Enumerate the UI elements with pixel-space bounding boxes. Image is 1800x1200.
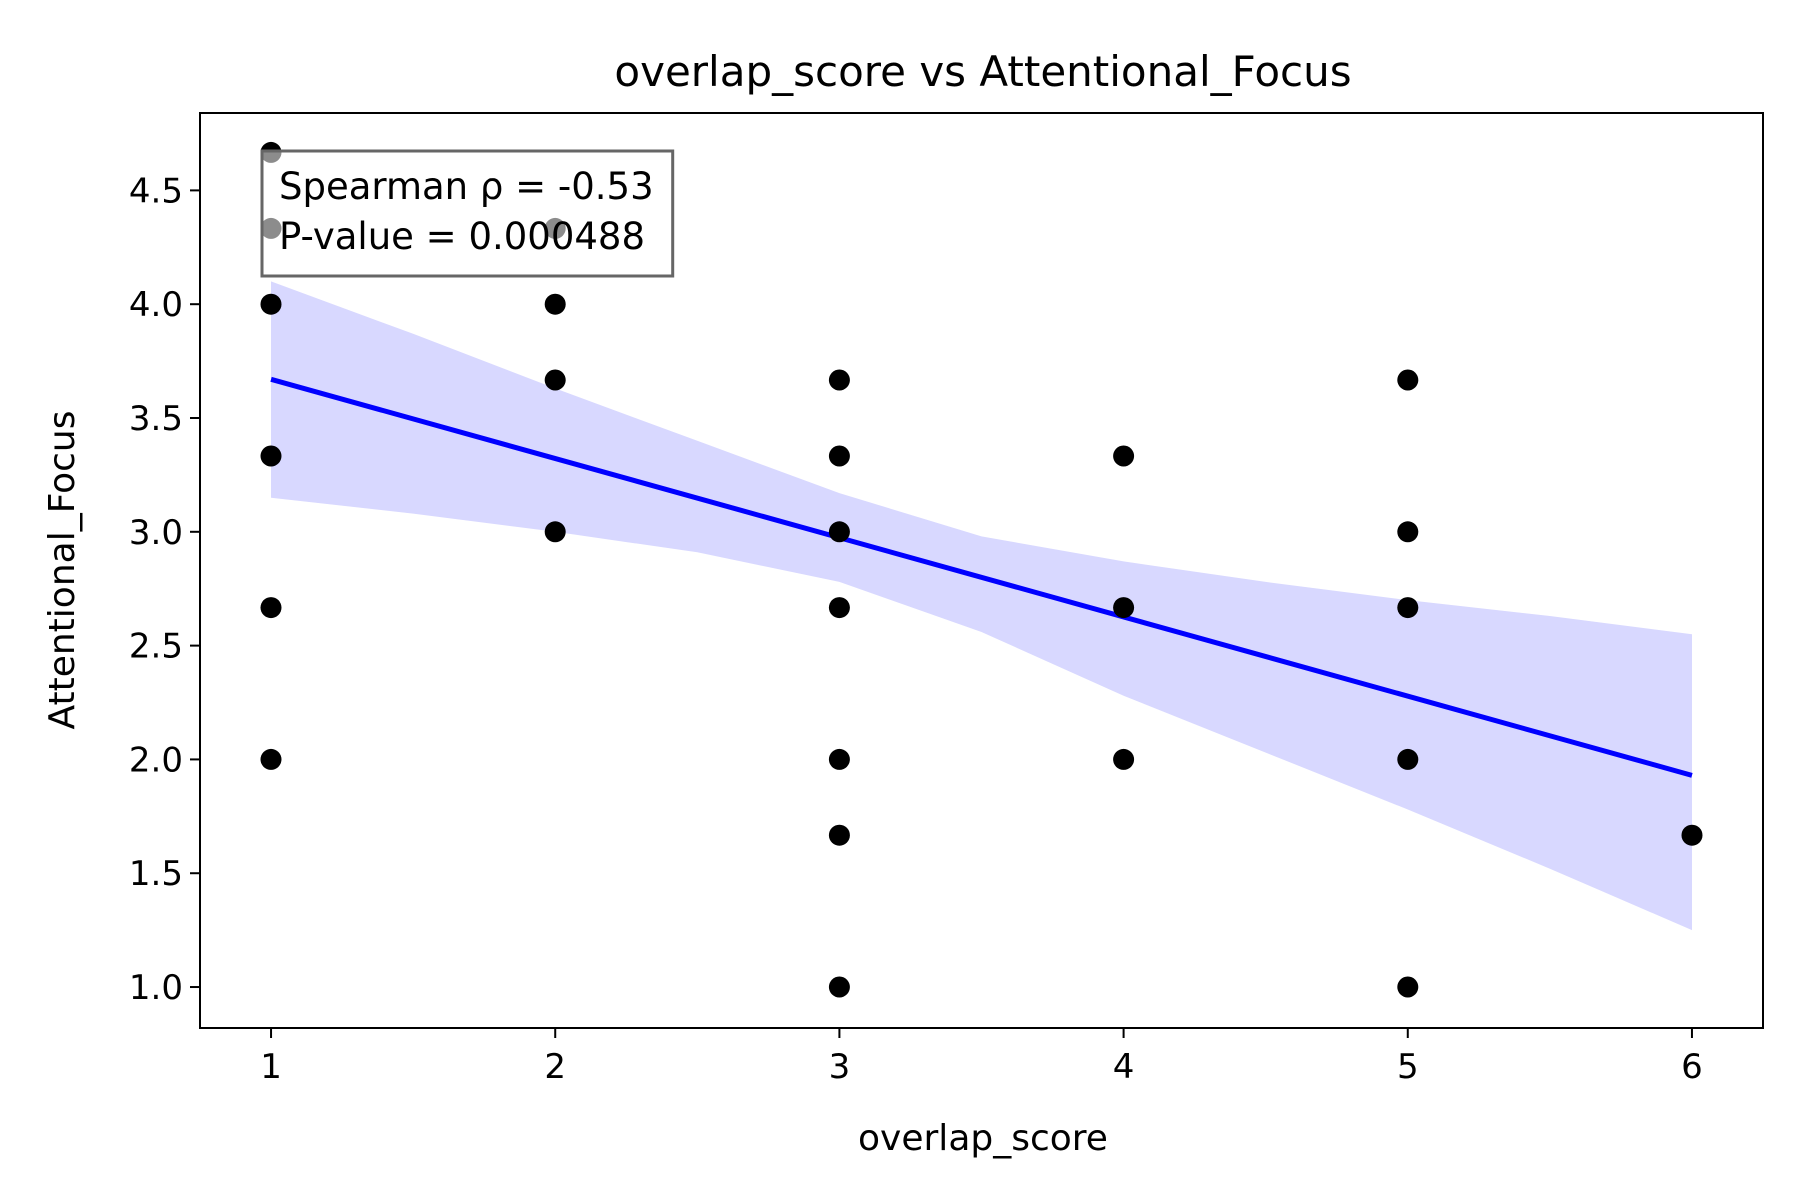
data-point xyxy=(828,597,850,619)
annotation-box xyxy=(260,149,675,278)
data-point xyxy=(260,597,282,619)
y-tick-label: 2.0 xyxy=(129,740,183,780)
data-point xyxy=(828,748,850,770)
x-axis-ticks: 1 2 3 4 5 6 xyxy=(260,1028,1703,1087)
p-value-text: P-value = 0.000488 xyxy=(279,215,645,258)
data-point xyxy=(260,293,282,315)
y-tick-label: 1.5 xyxy=(129,854,183,894)
plot-area-frame xyxy=(199,112,1764,1029)
data-point xyxy=(1397,976,1419,998)
x-tick-label: 5 xyxy=(1397,1047,1419,1087)
data-point xyxy=(260,748,282,770)
data-point xyxy=(1397,748,1419,770)
data-point xyxy=(544,369,566,391)
y-tick-label: 1.0 xyxy=(129,968,183,1008)
x-tick-label: 1 xyxy=(260,1047,282,1087)
data-point xyxy=(1397,521,1419,543)
y-tick-label: 3.5 xyxy=(129,399,183,439)
data-point xyxy=(1397,369,1419,391)
confidence-band-layer xyxy=(271,281,1692,931)
data-point xyxy=(1113,748,1135,770)
data-point xyxy=(828,521,850,543)
x-tick-label: 3 xyxy=(829,1047,851,1087)
regression-line-layer xyxy=(270,376,1693,778)
y-tick-label: 3.0 xyxy=(129,513,183,553)
y-tick-label: 4.0 xyxy=(129,285,183,325)
data-point xyxy=(544,521,566,543)
data-point xyxy=(828,976,850,998)
data-point xyxy=(828,369,850,391)
y-tick-label: 2.5 xyxy=(129,627,183,667)
data-point xyxy=(1681,824,1703,846)
x-axis-label: overlap_score xyxy=(858,1118,1108,1159)
x-tick-label: 4 xyxy=(1113,1047,1135,1087)
confidence-band xyxy=(271,281,1692,931)
regression-line xyxy=(270,376,1693,778)
data-point xyxy=(544,293,566,315)
x-tick-label: 2 xyxy=(544,1047,566,1087)
data-point xyxy=(1113,445,1135,467)
y-tick-label: 4.5 xyxy=(129,171,183,211)
stats-annotation: Spearman ρ = -0.53 P-value = 0.000488 xyxy=(260,149,675,278)
y-axis-ticks: 1.0 1.5 2.0 2.5 3.0 3.5 4.0 4.5 xyxy=(129,171,200,1008)
y-axis-label: Attentional_Focus xyxy=(42,410,83,729)
data-point xyxy=(1113,597,1135,619)
spearman-rho-text: Spearman ρ = -0.53 xyxy=(279,165,654,208)
data-point xyxy=(828,445,850,467)
data-point xyxy=(828,824,850,846)
chart-title: overlap_score vs Attentional_Focus xyxy=(614,47,1351,96)
data-point xyxy=(1397,597,1419,619)
data-point xyxy=(260,445,282,467)
x-tick-label: 6 xyxy=(1681,1047,1703,1087)
